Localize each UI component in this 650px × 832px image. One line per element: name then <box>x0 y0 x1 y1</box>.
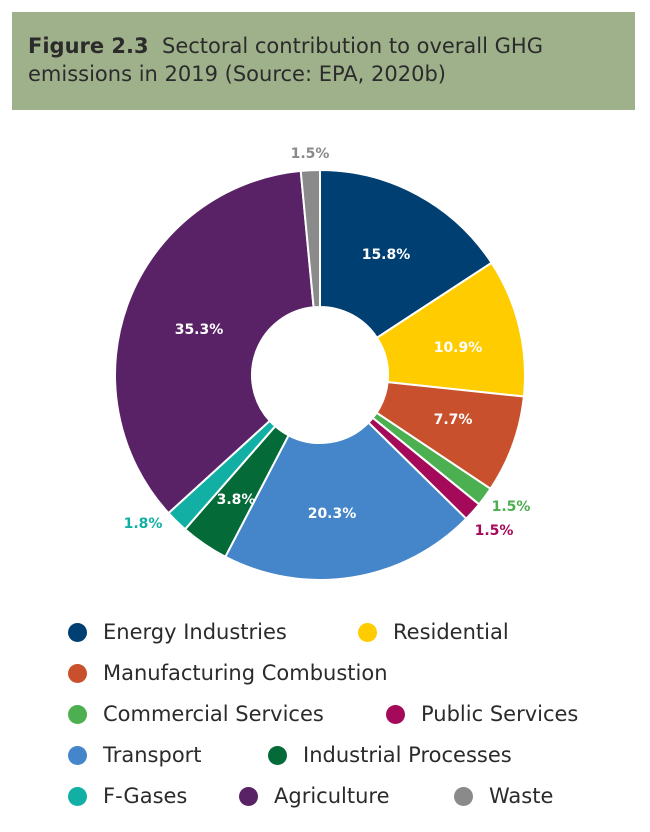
legend-item-transport: Transport <box>68 743 202 767</box>
slice-transport <box>223 421 468 581</box>
legend-swatch <box>68 663 87 683</box>
legend-swatch <box>239 786 258 806</box>
legend-label: Residential <box>393 620 509 644</box>
legend-label: Manufacturing Combustion <box>103 661 388 685</box>
slice-agriculture <box>113 169 315 515</box>
legend-swatch <box>268 745 287 765</box>
legend-item-commercial-services: Commercial Services <box>68 702 324 726</box>
slice-waste <box>299 168 321 309</box>
legend-item-waste: Waste <box>454 784 553 808</box>
legend-swatch <box>386 704 405 724</box>
legend-label: Waste <box>489 784 554 808</box>
slice-label-energy-industries: 15.8% <box>362 247 411 263</box>
legend-item-public-services: Public Services <box>386 702 578 726</box>
legend-row: F-Gases Agriculture Waste <box>68 784 628 825</box>
slice-energy-industries <box>319 168 493 340</box>
legend-label: Public Services <box>421 702 579 726</box>
slice-label-commercial-services: 1.5% <box>492 499 531 515</box>
legend-swatch <box>358 622 377 642</box>
figure-title-box: Figure 2.3 Sectoral contribution to over… <box>12 12 635 110</box>
legend-item-manufacturing-combustion: Manufacturing Combustion <box>68 661 388 685</box>
legend-swatch <box>68 704 87 724</box>
slice-label-transport: 20.3% <box>308 506 357 522</box>
figure-title: Figure 2.3 Sectoral contribution to over… <box>28 32 619 88</box>
figure-title-line1: Sectoral contribution to overall GHG <box>162 34 543 58</box>
slice-label-f-gases: 1.8% <box>124 516 163 532</box>
legend-label: Agriculture <box>274 784 390 808</box>
slice-label-agriculture: 35.3% <box>175 322 224 338</box>
legend-swatch <box>68 786 87 806</box>
slice-label-public-services: 1.5% <box>475 523 514 539</box>
legend-row: Commercial Services Public Services <box>68 702 628 743</box>
legend-row: Transport Industrial Processes <box>68 743 628 784</box>
legend-swatch <box>68 745 87 765</box>
legend-label: Energy Industries <box>103 620 287 644</box>
legend-label: Industrial Processes <box>303 743 512 767</box>
slice-label-industrial-processes: 3.8% <box>217 492 256 508</box>
legend-swatch <box>454 786 473 806</box>
legend-item-f-gases: F-Gases <box>68 784 187 808</box>
figure-title-line2: emissions in 2019 (Source: EPA, 2020b) <box>28 62 446 86</box>
legend-item-residential: Residential <box>358 620 509 644</box>
legend-item-industrial-processes: Industrial Processes <box>268 743 512 767</box>
legend-row: Manufacturing Combustion <box>68 661 628 702</box>
legend-label: Commercial Services <box>103 702 324 726</box>
legend-label: Transport <box>103 743 202 767</box>
legend-item-agriculture: Agriculture <box>239 784 390 808</box>
slice-label-waste: 1.5% <box>291 146 330 162</box>
legend-label: F-Gases <box>103 784 188 808</box>
legend-item-energy-industries: Energy Industries <box>68 620 287 644</box>
slice-residential <box>375 261 526 398</box>
donut-chart: 15.8% 10.9% 7.7% 1.5% 1.5% 20.3% 3.8% 1.8% 35.3%… <box>113 146 531 581</box>
legend-row: Energy Industries Residential <box>68 620 628 661</box>
slice-label-residential: 10.9% <box>434 340 483 356</box>
figure-label: Figure 2.3 <box>28 34 149 58</box>
slice-label-manufacturing-combustion: 7.7% <box>434 412 473 428</box>
chart-legend: Energy Industries Residential Manufacturin… <box>68 620 628 825</box>
legend-swatch <box>68 622 87 642</box>
